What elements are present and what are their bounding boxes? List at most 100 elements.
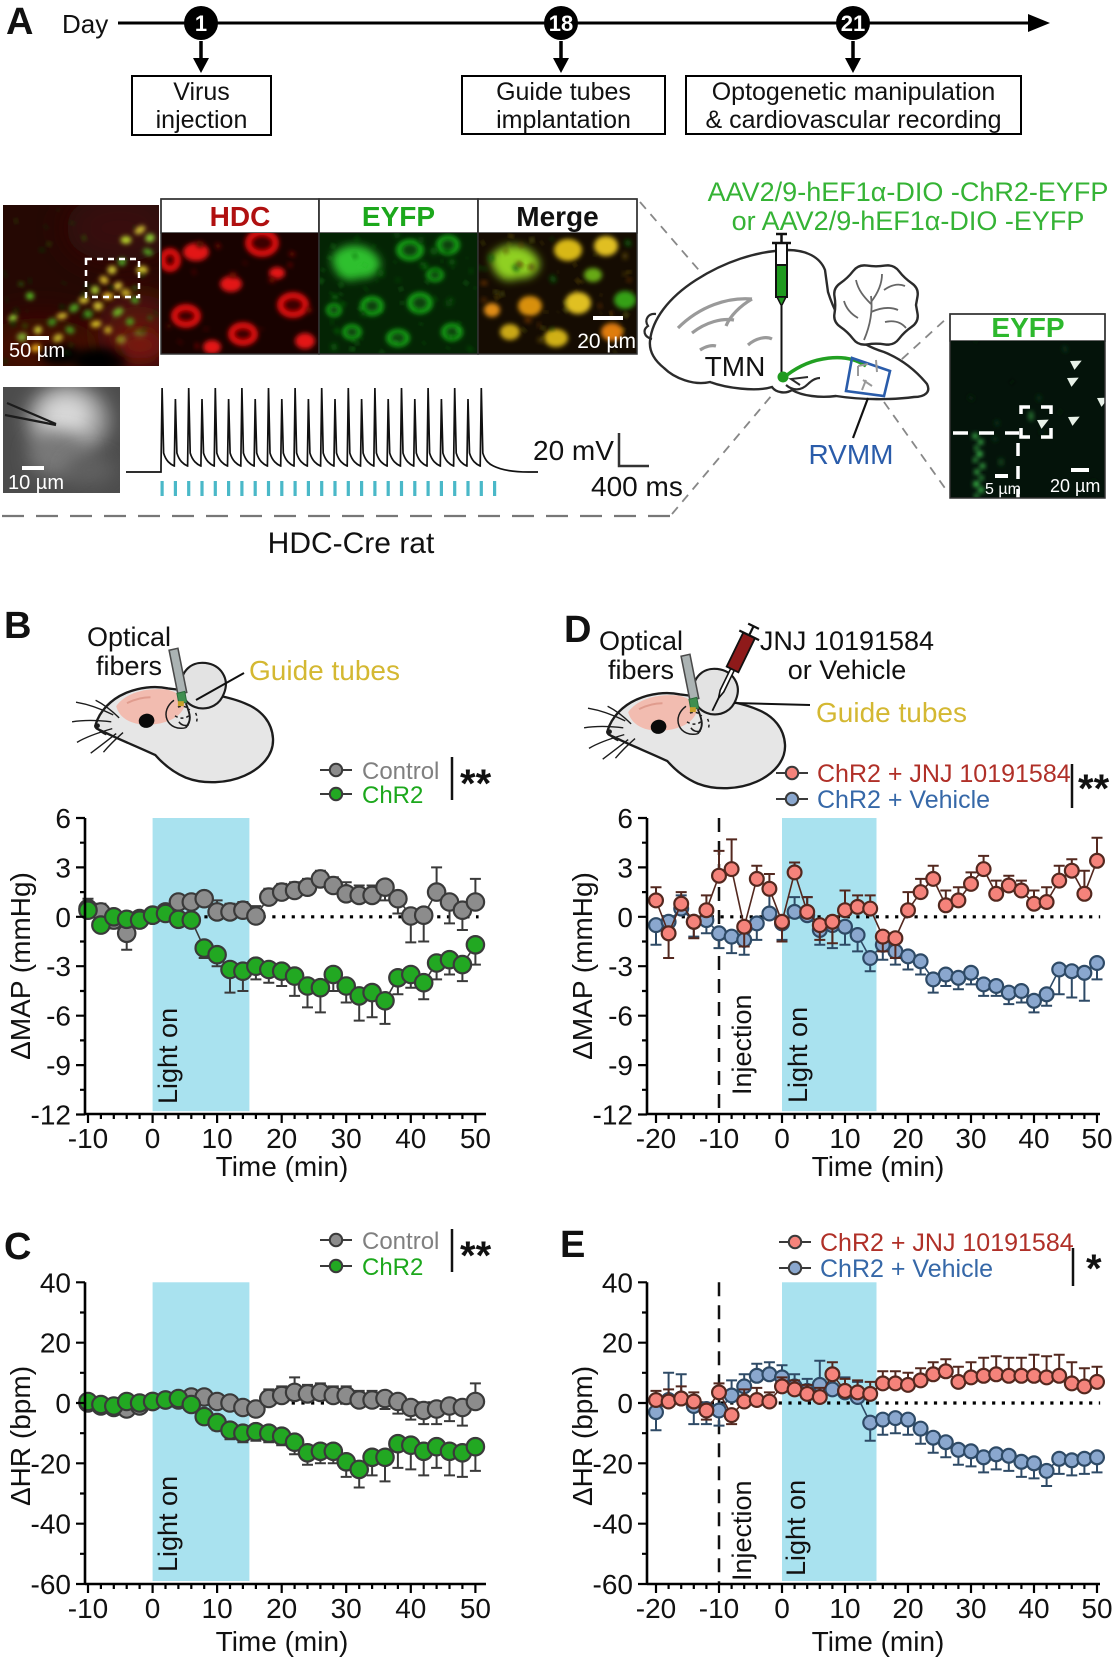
svg-text:50 µm: 50 µm (9, 340, 65, 362)
svg-text:0: 0 (617, 1388, 633, 1419)
svg-text:1: 1 (195, 11, 207, 36)
svg-text:Light on: Light on (153, 1476, 183, 1572)
svg-text:& cardiovascular recording: & cardiovascular recording (706, 106, 1002, 134)
svg-text:*: * (1086, 1247, 1102, 1291)
svg-text:50: 50 (460, 1593, 491, 1624)
svg-text:HDC: HDC (210, 201, 271, 232)
svg-text:20: 20 (602, 1328, 633, 1359)
svg-text:or AAV2/9-hEF1α-DIO -EYFP: or AAV2/9-hEF1α-DIO -EYFP (732, 206, 1085, 236)
svg-text:ChR2: ChR2 (362, 782, 423, 809)
svg-text:B: B (4, 605, 31, 647)
svg-text:-60: -60 (31, 1569, 71, 1600)
svg-text:3: 3 (617, 852, 633, 883)
svg-text:Control: Control (362, 758, 439, 785)
svg-text:-10: -10 (699, 1593, 739, 1624)
svg-text:-20: -20 (636, 1123, 676, 1154)
svg-text:21: 21 (841, 11, 865, 36)
svg-text:0: 0 (617, 902, 633, 933)
svg-text:JNJ 10191584: JNJ 10191584 (760, 626, 934, 656)
svg-text:10: 10 (202, 1593, 233, 1624)
svg-text:HDC-Cre rat: HDC-Cre rat (268, 527, 435, 560)
svg-text:Control: Control (362, 1228, 439, 1255)
svg-text:injection: injection (156, 106, 248, 134)
svg-text:ChR2 + JNJ 10191584: ChR2 + JNJ 10191584 (817, 760, 1071, 788)
svg-text:ChR2 + Vehicle: ChR2 + Vehicle (817, 786, 990, 814)
svg-text:-20: -20 (636, 1593, 676, 1624)
svg-text:20: 20 (266, 1593, 297, 1624)
svg-text:**: ** (1078, 767, 1110, 811)
svg-text:-6: -6 (608, 1001, 633, 1032)
svg-text:ΔMAP (mmHg): ΔMAP (mmHg) (5, 872, 36, 1060)
svg-text:Merge: Merge (516, 201, 598, 232)
svg-text:50: 50 (1081, 1593, 1112, 1624)
svg-text:0: 0 (55, 902, 71, 933)
svg-text:-3: -3 (46, 951, 71, 982)
svg-text:D: D (564, 609, 591, 651)
svg-text:-40: -40 (593, 1509, 633, 1540)
svg-text:EYFP: EYFP (362, 201, 435, 232)
svg-text:Time (min): Time (min) (812, 1151, 945, 1182)
svg-text:Injection: Injection (727, 994, 757, 1095)
svg-text:A: A (6, 1, 33, 43)
svg-text:Guide tubes: Guide tubes (496, 78, 631, 106)
svg-text:40: 40 (40, 1267, 71, 1298)
svg-text:30: 30 (331, 1123, 362, 1154)
svg-text:0: 0 (145, 1123, 161, 1154)
svg-text:-12: -12 (31, 1100, 71, 1131)
svg-text:Guide tubes: Guide tubes (816, 697, 967, 728)
svg-text:20 mV: 20 mV (533, 435, 614, 466)
svg-text:40: 40 (1018, 1123, 1049, 1154)
svg-text:Time (min): Time (min) (216, 1626, 349, 1657)
svg-text:**: ** (460, 1234, 492, 1278)
svg-text:-10: -10 (68, 1123, 108, 1154)
svg-text:ChR2 + Vehicle: ChR2 + Vehicle (820, 1255, 993, 1283)
svg-text:RVMM: RVMM (808, 439, 893, 470)
svg-text:40: 40 (395, 1593, 426, 1624)
svg-text:40: 40 (1018, 1593, 1049, 1624)
svg-text:implantation: implantation (496, 106, 631, 134)
svg-text:-60: -60 (593, 1569, 633, 1600)
svg-text:Optical: Optical (87, 622, 171, 652)
svg-text:30: 30 (955, 1593, 986, 1624)
svg-text:-40: -40 (31, 1509, 71, 1540)
svg-text:0: 0 (55, 1388, 71, 1419)
svg-text:TMN: TMN (705, 351, 766, 382)
svg-text:40: 40 (602, 1267, 633, 1298)
svg-text:10: 10 (829, 1123, 860, 1154)
svg-text:5 µm: 5 µm (985, 481, 1021, 498)
svg-text:Light on: Light on (781, 1480, 811, 1576)
svg-text:Day: Day (62, 9, 108, 39)
svg-text:Light on: Light on (783, 1007, 813, 1103)
svg-text:-9: -9 (46, 1050, 71, 1081)
svg-text:0: 0 (774, 1123, 790, 1154)
svg-text:Time (min): Time (min) (812, 1626, 945, 1657)
svg-text:30: 30 (955, 1123, 986, 1154)
svg-text:30: 30 (331, 1593, 362, 1624)
svg-text:40: 40 (395, 1123, 426, 1154)
svg-text:**: ** (460, 762, 492, 806)
svg-text:Time (min): Time (min) (216, 1151, 349, 1182)
svg-text:6: 6 (55, 803, 71, 834)
svg-text:EYFP: EYFP (991, 312, 1064, 343)
svg-text:C: C (4, 1226, 31, 1268)
svg-text:20: 20 (892, 1123, 923, 1154)
svg-text:-12: -12 (593, 1100, 633, 1131)
svg-text:ΔHR (bpm): ΔHR (bpm) (567, 1366, 598, 1506)
svg-text:ΔHR (bpm): ΔHR (bpm) (5, 1366, 36, 1506)
svg-text:ΔMAP (mmHg): ΔMAP (mmHg) (567, 872, 598, 1060)
svg-text:3: 3 (55, 852, 71, 883)
svg-text:10: 10 (829, 1593, 860, 1624)
svg-text:0: 0 (774, 1593, 790, 1624)
svg-text:Optical: Optical (599, 626, 683, 656)
svg-text:0: 0 (145, 1593, 161, 1624)
svg-text:18: 18 (549, 11, 573, 36)
svg-text:-10: -10 (699, 1123, 739, 1154)
svg-text:400 ms: 400 ms (591, 471, 683, 502)
svg-text:Virus: Virus (173, 78, 230, 106)
svg-text:10 µm: 10 µm (8, 472, 64, 494)
svg-text:10: 10 (202, 1123, 233, 1154)
svg-text:Optogenetic manipulation: Optogenetic manipulation (712, 78, 996, 106)
svg-text:-9: -9 (608, 1050, 633, 1081)
svg-text:Light on: Light on (153, 1008, 183, 1104)
svg-text:-6: -6 (46, 1001, 71, 1032)
